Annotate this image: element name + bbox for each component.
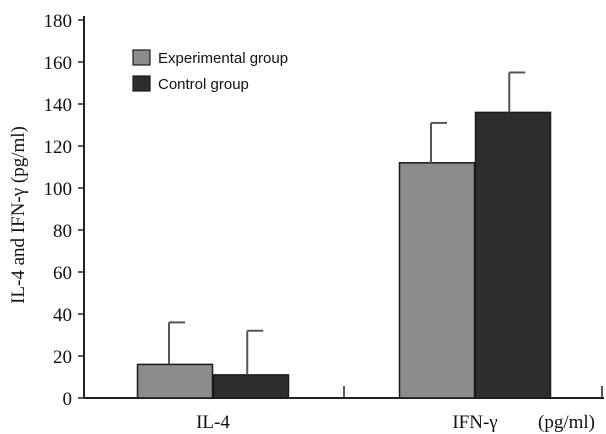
legend-label: Experimental group [158, 50, 288, 67]
x-axis-unit: (pg/ml) [538, 412, 595, 433]
legend-swatch [132, 75, 151, 92]
bars [136, 111, 552, 399]
y-tick-label: 140 [44, 95, 73, 116]
legend-swatch [132, 49, 151, 66]
y-axis-title: IL-4 and IFN-γ (pg/ml) [8, 126, 29, 304]
y-tick-label: 160 [44, 53, 73, 74]
y-tick-label: 20 [53, 347, 72, 368]
legend: Experimental group Control group [132, 49, 288, 93]
y-tick-label: 120 [44, 137, 73, 158]
x-category-label: IL-4 [196, 412, 230, 433]
bar [212, 374, 290, 399]
error-bars [168, 71, 526, 375]
x-category-label: IFN-γ [452, 412, 497, 433]
y-tick-label: 0 [63, 389, 73, 410]
bar [474, 111, 552, 399]
bar [136, 363, 214, 399]
y-tick-label: 60 [53, 263, 72, 284]
y-axis: 0 20 40 60 80 100 120 140 160 180 [44, 11, 85, 410]
y-tick-label: 40 [53, 305, 72, 326]
y-tick-label: 80 [53, 221, 72, 242]
bar [398, 162, 476, 399]
legend-label: Control group [158, 76, 249, 93]
y-tick-label: 100 [44, 179, 73, 200]
y-tick-label: 180 [44, 11, 73, 32]
